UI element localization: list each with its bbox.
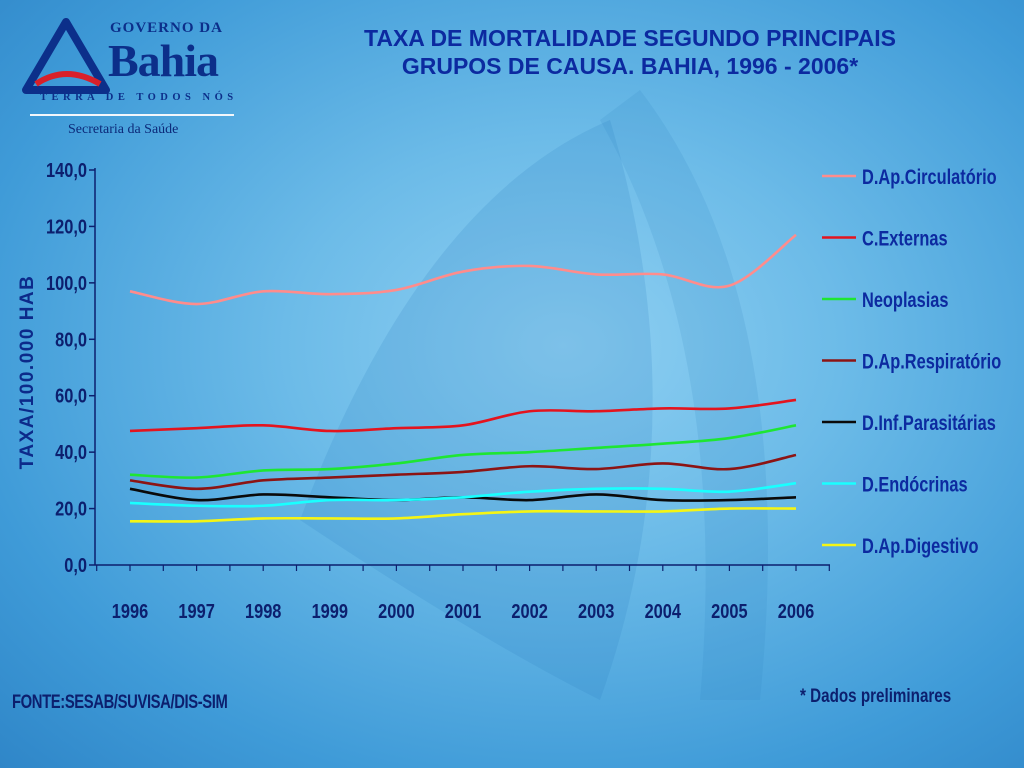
chart-title-line-2: GRUPOS DE CAUSA. BAHIA, 1996 - 2006* (401, 53, 859, 79)
legend-label: C.Externas (862, 227, 948, 250)
logo-divider (30, 114, 234, 116)
legend-label: D.Endócrinas (862, 473, 968, 496)
series-line-d-end-crinas (129, 481, 797, 508)
legend-label: D.Ap.Circulatório (862, 165, 997, 188)
y-tick-label: 120,0 (46, 215, 87, 238)
series-line-d-ap-digestivo (129, 507, 797, 523)
bahia-triangle-logo-icon (22, 18, 110, 94)
chart-title-line-1: TAXA DE MORTALIDADE SEGUNDO PRINCIPAIS (364, 25, 896, 51)
logo-main-text: Bahia (108, 35, 219, 86)
x-tick-label: 1996 (112, 599, 148, 622)
governo-bahia-logo: GOVERNO DA Bahia TERRA DE TODOS NÓS Secr… (22, 14, 242, 144)
legend-label: D.Ap.Respiratório (862, 350, 1001, 373)
series-line-d-ap-respirat-rio (129, 453, 797, 491)
logo-top-text: GOVERNO DA (110, 20, 223, 36)
y-tick-label: 20,0 (55, 497, 87, 520)
legend-label: Neoplasias (862, 288, 948, 311)
x-tick-label: 2003 (578, 599, 614, 622)
x-tick-label: 2000 (378, 599, 414, 622)
legend-label: D.Ap.Digestivo (862, 534, 978, 557)
series-line-c-externas (129, 398, 797, 433)
x-tick-label: 2004 (645, 599, 682, 622)
y-tick-label: 60,0 (55, 384, 87, 407)
x-tick-label: 2001 (445, 599, 481, 622)
y-tick-label: 80,0 (55, 328, 87, 351)
y-tick-label: 140,0 (46, 158, 87, 181)
logo-secretaria: Secretaria da Saúde (68, 122, 179, 137)
source-note: FONTE:SESAB/SUVISA/DIS-SIM (12, 692, 228, 713)
x-tick-label: 1999 (312, 599, 348, 622)
series-line-d-ap-circulat-rio (129, 233, 797, 306)
y-tick-label: 0,0 (64, 553, 87, 576)
logo-tagline: TERRA DE TODOS NÓS (40, 92, 238, 103)
x-tick-label: 2006 (778, 599, 814, 622)
y-tick-label: 100,0 (46, 271, 87, 294)
x-tick-label: 1998 (245, 599, 281, 622)
preliminary-note: * Dados preliminares (800, 686, 952, 707)
legend-label: D.Inf.Parasitárias (862, 411, 996, 434)
x-tick-label: 1997 (178, 599, 214, 622)
series-line-neoplasias (129, 424, 797, 479)
x-tick-label: 2005 (711, 599, 747, 622)
y-tick-label: 40,0 (55, 441, 87, 464)
x-tick-label: 2002 (511, 599, 547, 622)
chart-title: TAXA DE MORTALIDADE SEGUNDO PRINCIPAIS G… (270, 24, 990, 80)
